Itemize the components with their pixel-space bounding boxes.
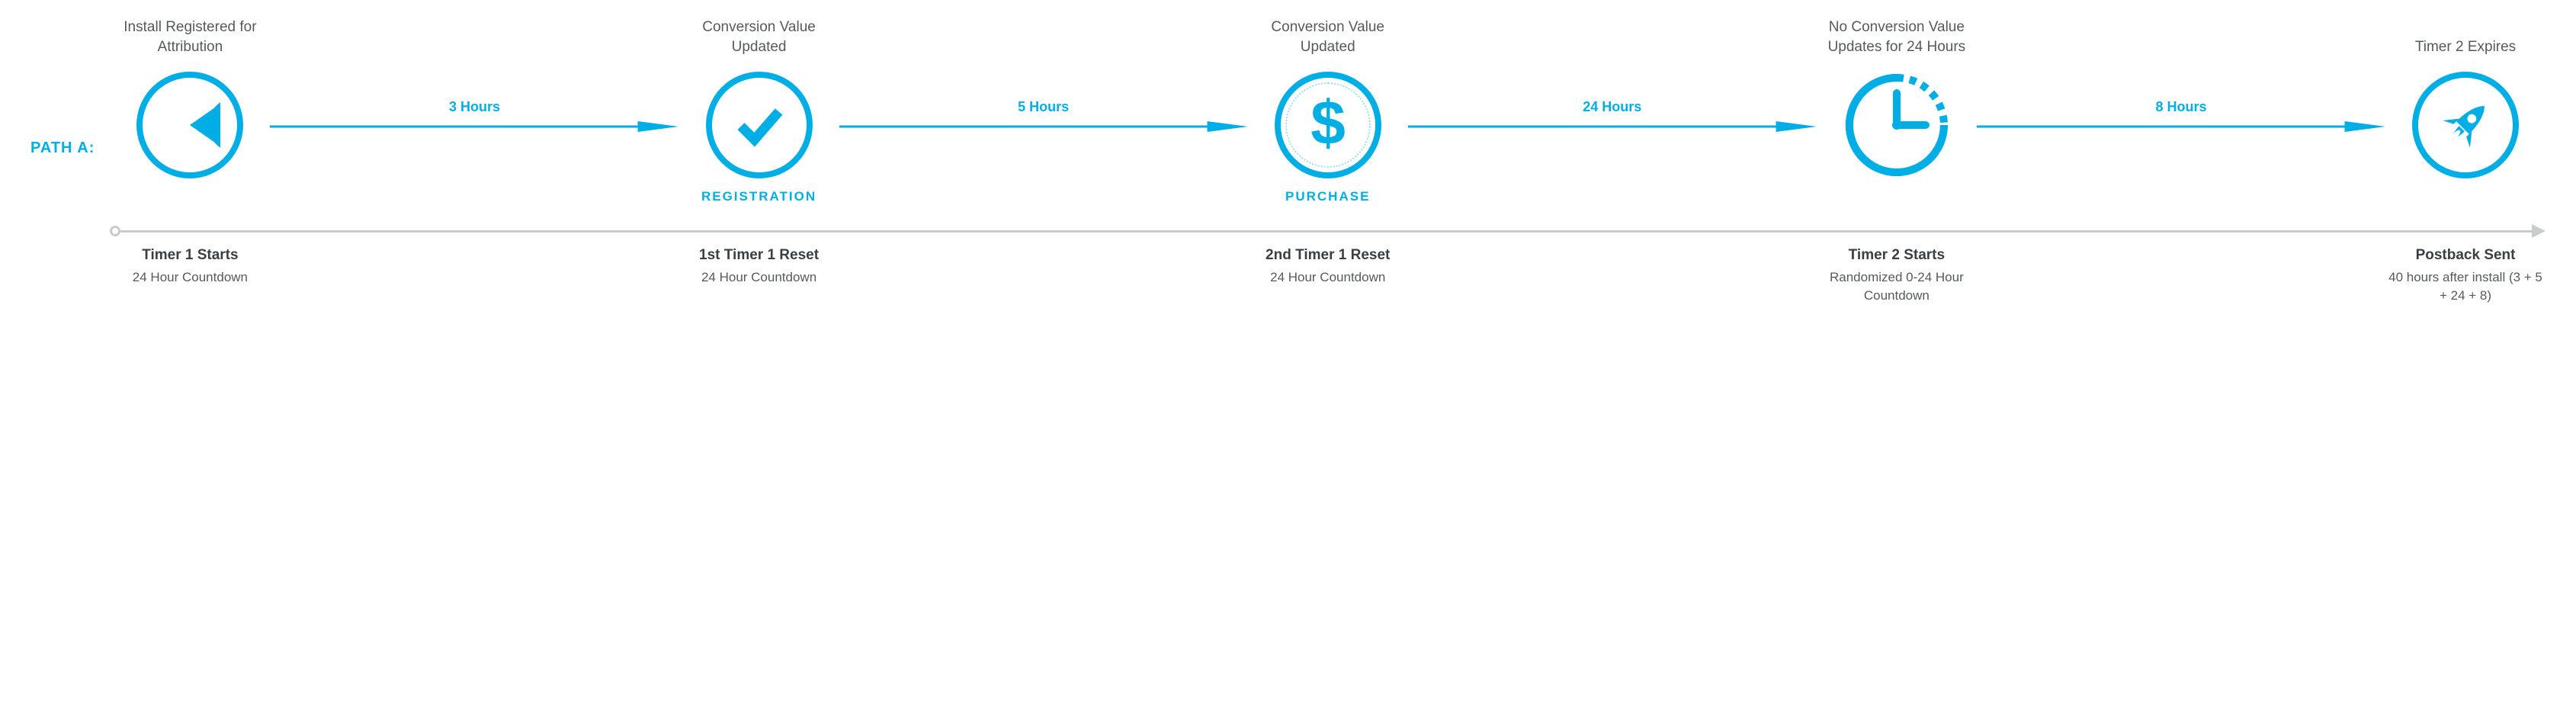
bottom-item: Postback Sent 40 hours after install (3 … xyxy=(2385,247,2546,305)
step-top-label: Install Registered for Attribution xyxy=(106,15,274,58)
arrow-label: 8 Hours xyxy=(2155,99,2206,115)
arrow-gap: 5 Hours xyxy=(839,15,1248,133)
diagram-container: PATH A: Install Registered for Attributi… xyxy=(30,15,2546,305)
path-label: PATH A: xyxy=(30,140,95,157)
pacman-icon xyxy=(136,72,243,178)
bottom-sub: Randomized 0-24 Hour Countdown xyxy=(1817,268,1977,305)
bottom-sub: 40 hours after install (3 + 5 + 24 + 8) xyxy=(2385,268,2546,305)
step-top-label: Conversion Value Updated xyxy=(1244,15,1412,58)
svg-text:$: $ xyxy=(1310,91,1346,158)
bottom-row: Timer 1 Starts 24 Hour Countdown 1st Tim… xyxy=(110,247,2546,305)
arrow-label: 3 Hours xyxy=(449,99,500,115)
arrow-gap: 8 Hours xyxy=(1977,15,2385,133)
step-purchase: Conversion Value Updated $ PURCHASE xyxy=(1248,15,1408,206)
step-install: Install Registered for Attribution xyxy=(110,15,270,206)
rocket-icon xyxy=(2412,72,2519,178)
arrow-label: 24 Hours xyxy=(1583,99,1641,115)
bottom-item: Timer 1 Starts 24 Hour Countdown xyxy=(110,247,270,305)
step-sub-label: REGISTRATION xyxy=(701,189,816,206)
step-top-label: Timer 2 Expires xyxy=(2382,15,2549,58)
bottom-title: 2nd Timer 1 Reset xyxy=(1248,247,1408,264)
timeline-arrowhead-icon xyxy=(2532,224,2546,238)
bottom-sub: 24 Hour Countdown xyxy=(110,268,270,287)
arrow-icon xyxy=(1977,120,2385,133)
arrow-icon xyxy=(270,120,678,133)
checkmark-icon xyxy=(706,72,813,178)
arrow-gap: 3 Hours xyxy=(270,15,678,133)
bottom-title: 1st Timer 1 Reset xyxy=(679,247,839,264)
step-registration: Conversion Value Updated REGISTRATION xyxy=(679,15,839,206)
arrow-label: 5 Hours xyxy=(1018,99,1069,115)
bottom-sub: 24 Hour Countdown xyxy=(1248,268,1408,287)
arrow-icon xyxy=(839,120,1248,133)
arrow-gap: 24 Hours xyxy=(1408,15,1817,133)
dollar-icon: $ xyxy=(1275,72,1381,178)
bottom-item: Timer 2 Starts Randomized 0-24 Hour Coun… xyxy=(1817,247,1977,305)
timeline: Timer 1 Starts 24 Hour Countdown 1st Tim… xyxy=(110,220,2546,305)
bottom-title: Timer 2 Starts xyxy=(1817,247,1977,264)
step-top-label: Conversion Value Updated xyxy=(675,15,843,58)
step-sub-label: PURCHASE xyxy=(1285,189,1370,206)
bottom-sub: 24 Hour Countdown xyxy=(679,268,839,287)
bottom-title: Timer 1 Starts xyxy=(110,247,270,264)
bottom-item: 1st Timer 1 Reset 24 Hour Countdown xyxy=(679,247,839,305)
step-timer2: No Conversion Value Updates for 24 Hours xyxy=(1817,15,1977,206)
steps-row: Install Registered for Attribution 3 Hou… xyxy=(110,15,2546,206)
arrow-icon xyxy=(1408,120,1817,133)
timeline-line xyxy=(119,230,2532,233)
step-top-label: No Conversion Value Updates for 24 Hours xyxy=(1813,15,1981,58)
bottom-item: 2nd Timer 1 Reset 24 Hour Countdown xyxy=(1248,247,1408,305)
bottom-title: Postback Sent xyxy=(2385,247,2546,264)
clock-icon xyxy=(1843,72,1950,178)
step-postback: Timer 2 Expires xyxy=(2385,15,2546,206)
